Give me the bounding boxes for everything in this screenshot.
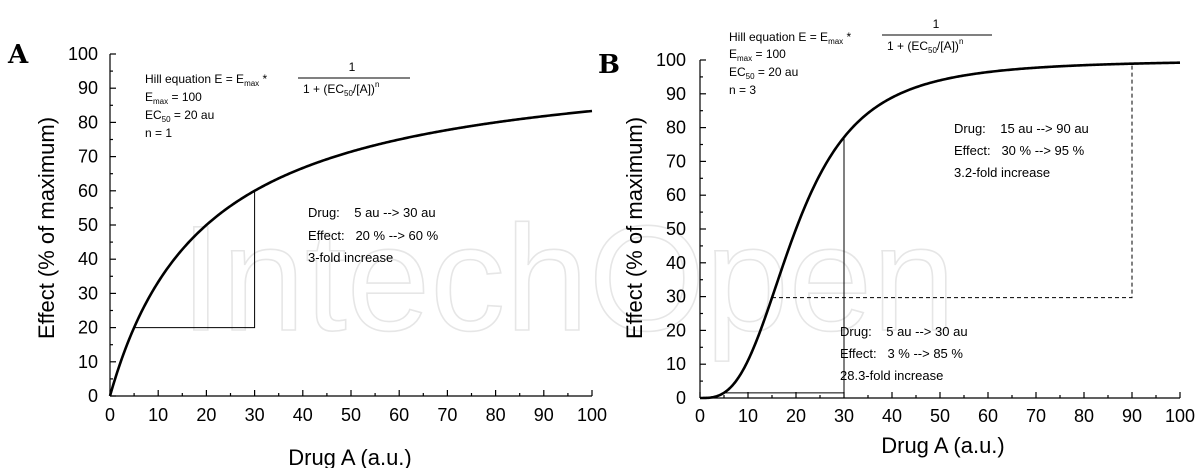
panel-b-n-param: n = 3	[729, 83, 756, 97]
panel-b-guide-dashed	[772, 63, 1133, 299]
panel-a-x-tick-label: 20	[196, 405, 216, 425]
panel-b-annotation-low-drug: Drug: 5 au --> 30 au	[840, 324, 968, 339]
panel-b-x-tick-label: 10	[738, 406, 758, 426]
panel-a-x-tick-label: 70	[437, 405, 457, 425]
panel-b-x-tick-label: 30	[834, 406, 854, 426]
panel-b-guide-solid	[724, 137, 845, 394]
panel-b-letter: B	[598, 50, 620, 80]
panel-b-y-tick-label: 30	[666, 287, 686, 307]
panel-b-y-tick-label: 90	[666, 84, 686, 104]
panel-b-annotation-low: Drug: 5 au --> 30 au Effect: 3 % --> 85 …	[840, 324, 968, 383]
panel-b-x-tick-label: 70	[1026, 406, 1046, 426]
panel-a: A 0 10 20 30 40 50 60 70 80 90 100 0 10 20 30 40 50 60 70 8…	[7, 40, 607, 468]
panel-b-y-tick-label: 20	[666, 320, 686, 340]
panel-a-annotation: Drug: 5 au --> 30 au Effect: 20 % --> 60…	[308, 205, 439, 265]
panel-b-x-tick-label: 0	[695, 406, 705, 426]
panel-b-x-tick-label: 60	[978, 406, 998, 426]
panel-b-hill-curve	[700, 61, 1181, 400]
panel-b-ylabel: Effect (% of maximum)	[622, 117, 647, 339]
watermark-text: IntechOpen	[180, 194, 956, 362]
panel-b-y-tick-label: 100	[656, 50, 686, 70]
panel-b-x-tick-label: 100	[1165, 406, 1195, 426]
panel-a-x-tick-label: 90	[534, 405, 554, 425]
panel-a-n-param: n = 1	[145, 126, 172, 140]
panel-a-annotation-drug: Drug: 5 au --> 30 au	[308, 205, 436, 220]
panel-a-equation-lhs: Hill equation E = Emax *	[145, 72, 268, 88]
panel-b-x-tick-label: 50	[930, 406, 950, 426]
panel-a-emax-param: Emax = 100	[145, 90, 202, 106]
panel-b-x-tick-label: 40	[882, 406, 902, 426]
panel-a-axes: 0 10 20 30 40 50 60 70 80 90 100 0 10 20 30 40 50 60 70 80 9…	[68, 44, 607, 425]
panel-b-equation-numerator: 1	[933, 17, 940, 31]
panel-a-annotation-fold: 3-fold increase	[308, 250, 393, 265]
panel-b-x-tick-label: 80	[1074, 406, 1094, 426]
panel-a-y-tick-label: 10	[78, 352, 98, 372]
panel-b-annotation-high-drug: Drug: 15 au --> 90 au	[954, 121, 1089, 136]
panel-a-guide-lines	[134, 190, 256, 329]
panel-a-x-tick-label: 30	[245, 405, 265, 425]
panel-a-ylabel: Effect (% of maximum)	[34, 117, 59, 339]
panel-b-annotation-high-fold: 3.2-fold increase	[954, 165, 1050, 180]
panel-b-y-tick-label: 70	[666, 151, 686, 171]
panel-a-y-tick-label: 100	[68, 44, 98, 64]
panel-b-annotation-high-effect: Effect: 30 % --> 95 %	[954, 143, 1085, 158]
panel-b-xlabel: Drug A (a.u.)	[881, 433, 1005, 458]
panel-b-y-tick-label: 80	[666, 118, 686, 138]
panel-a-y-tick-label: 50	[78, 215, 98, 235]
panel-a-y-tick-label: 20	[78, 318, 98, 338]
panel-a-x-tick-label: 50	[341, 405, 361, 425]
panel-a-x-tick-label: 60	[389, 405, 409, 425]
panel-b-guide-lines	[724, 63, 1133, 394]
panel-a-x-tick-label: 10	[148, 405, 168, 425]
panel-a-y-tick-label: 60	[78, 181, 98, 201]
panel-b-x-tick-label: 20	[786, 406, 806, 426]
panel-a-y-tick-label: 70	[78, 147, 98, 167]
panel-a-y-tick-label: 40	[78, 249, 98, 269]
panel-a-xlabel: Drug A (a.u.)	[288, 445, 412, 468]
panel-a-y-tick-label: 0	[88, 386, 98, 406]
panel-b-equation-lhs: Hill equation E = Emax *	[729, 30, 852, 46]
panel-b-y-tick-label: 0	[676, 388, 686, 408]
panel-a-annotation-effect: Effect: 20 % --> 60 %	[308, 228, 439, 243]
panel-b-y-tick-label: 10	[666, 354, 686, 374]
panel-a-equation-denominator: 1 + (EC50/[A])n	[303, 80, 379, 98]
panel-b-emax-param: Emax = 100	[729, 47, 786, 63]
panel-a-y-tick-label: 80	[78, 112, 98, 132]
panel-a-guide-solid	[134, 190, 256, 329]
panel-b-x-tick-label: 90	[1122, 406, 1142, 426]
panel-a-hill-curve	[108, 109, 593, 397]
panel-a-equation-numerator: 1	[349, 60, 356, 74]
panel-b-y-tick-label: 60	[666, 185, 686, 205]
panel-b-ec50-param: EC50 = 20 au	[729, 65, 798, 81]
panel-b-y-tick-label: 40	[666, 253, 686, 273]
panel-a-x-tick-label: 40	[293, 405, 313, 425]
panel-a-ec50-param: EC50 = 20 au	[145, 108, 214, 124]
panel-b-annotation-high: Drug: 15 au --> 90 au Effect: 30 % --> 9…	[954, 121, 1089, 180]
panel-a-x-tick-label: 100	[577, 405, 607, 425]
panel-a-y-tick-label: 30	[78, 283, 98, 303]
panel-b-annotation-low-fold: 28.3-fold increase	[840, 368, 943, 383]
panel-a-x-tick-label: 0	[105, 405, 115, 425]
panel-a-letter: A	[7, 40, 29, 70]
panel-b: B 0 10 20 30 40 50 60 70 80 90 100 0 10 20 30 40 50 60 70 8…	[598, 17, 1195, 458]
panel-a-x-tick-label: 80	[486, 405, 506, 425]
panel-b-axes: 0 10 20 30 40 50 60 70 80 90 100 0 10 20 30 40 50 60 70 80 9…	[656, 50, 1195, 426]
panel-b-equation-denominator: 1 + (EC50/[A])n	[887, 37, 963, 55]
panel-a-y-tick-label: 90	[78, 78, 98, 98]
panel-b-annotation-low-effect: Effect: 3 % --> 85 %	[840, 346, 963, 361]
panel-a-hill-equation: Hill equation E = Emax * 1 1 + (EC50/[A]…	[145, 60, 410, 140]
panel-b-hill-equation: Hill equation E = Emax * 1 1 + (EC50/[A]…	[729, 17, 992, 97]
panel-b-y-tick-label: 50	[666, 219, 686, 239]
